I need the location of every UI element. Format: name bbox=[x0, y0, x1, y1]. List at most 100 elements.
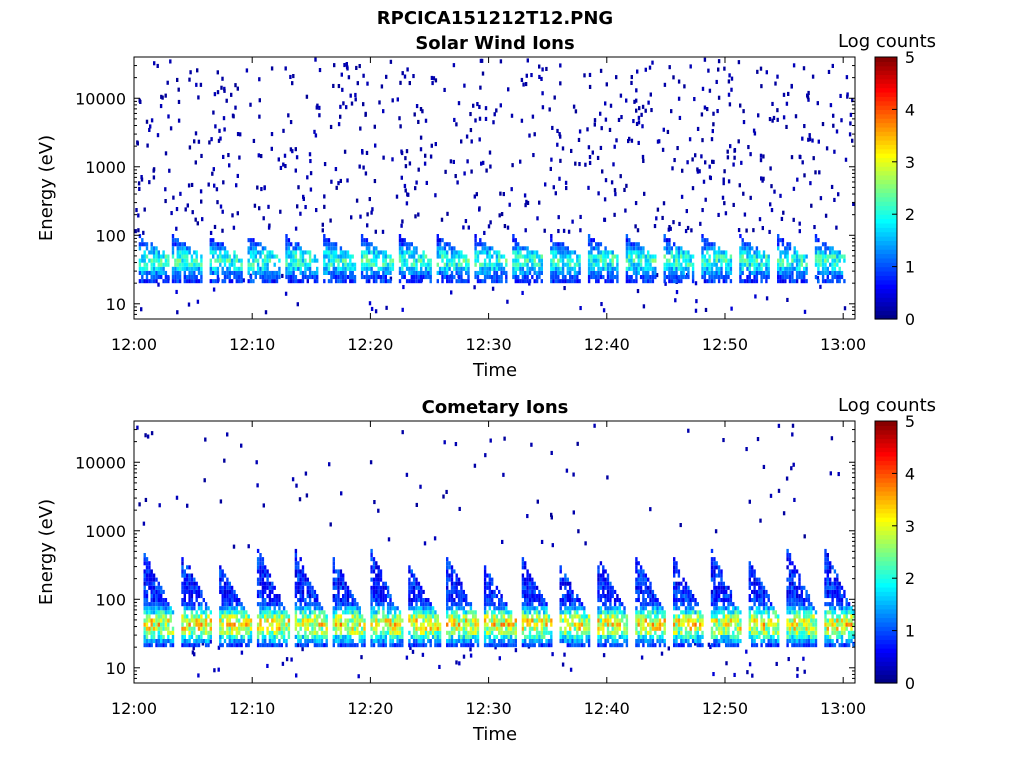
spectrogram-cell bbox=[349, 275, 352, 280]
spectrogram-cell bbox=[533, 643, 536, 648]
spectrogram-cell bbox=[682, 250, 685, 255]
spectrogram-cell bbox=[427, 262, 430, 267]
spectrogram-cell bbox=[554, 191, 557, 196]
spectrogram-cell bbox=[157, 643, 160, 648]
spectrogram-cell bbox=[332, 622, 335, 627]
spectrogram-cell bbox=[382, 109, 385, 114]
spectrogram-cell bbox=[188, 639, 191, 644]
spectrogram-cell bbox=[486, 573, 489, 578]
spectrogram-cell bbox=[550, 622, 553, 627]
spectrogram-cell bbox=[301, 606, 305, 611]
spectrogram-cell bbox=[511, 163, 514, 168]
spectrogram-cell bbox=[677, 246, 681, 251]
spectrogram-cell bbox=[585, 634, 588, 639]
spectrogram-cell bbox=[211, 171, 214, 176]
spectrogram-cell bbox=[412, 610, 416, 615]
spectrogram-cell bbox=[686, 225, 690, 230]
spectrogram-cell bbox=[193, 585, 196, 590]
spectrogram-cell bbox=[280, 622, 283, 627]
spectrogram-cell bbox=[360, 266, 364, 271]
spectrogram-cell bbox=[233, 589, 236, 594]
x-tick-label: 12:10 bbox=[229, 335, 275, 354]
spectrogram-cell bbox=[636, 289, 640, 294]
spectrogram-cell bbox=[495, 614, 499, 619]
spectrogram-cell bbox=[261, 250, 265, 255]
spectrogram-cell bbox=[677, 262, 681, 267]
spectrogram-cell bbox=[148, 258, 151, 263]
spectrogram-cell bbox=[584, 541, 587, 546]
spectrogram-cell bbox=[528, 573, 532, 578]
spectrogram-cell bbox=[316, 598, 319, 603]
spectrogram-cell bbox=[559, 585, 562, 590]
spectrogram-cell bbox=[704, 307, 708, 312]
spectrogram-cell bbox=[651, 275, 655, 280]
spectrogram-cell bbox=[564, 254, 567, 259]
spectrogram-cell bbox=[436, 634, 439, 639]
spectrogram-cell bbox=[219, 622, 222, 627]
spectrogram-cell bbox=[287, 266, 291, 271]
spectrogram-cell bbox=[448, 606, 451, 611]
spectrogram-cell bbox=[528, 610, 532, 615]
spectrogram-cell bbox=[668, 258, 671, 263]
spectrogram-cell bbox=[337, 122, 341, 127]
spectrogram-cell bbox=[339, 602, 343, 607]
spectrogram-cell bbox=[498, 279, 501, 284]
spectrogram-cell bbox=[271, 585, 274, 590]
spectrogram-cell bbox=[223, 606, 227, 611]
spectrogram-cell bbox=[290, 266, 293, 271]
spectrogram-cell bbox=[327, 262, 331, 267]
spectrogram-cell bbox=[670, 262, 673, 267]
spectrogram-cell bbox=[167, 618, 170, 623]
spectrogram-cell bbox=[446, 581, 449, 586]
spectrogram-cell bbox=[156, 133, 160, 138]
spectrogram-cell bbox=[233, 598, 236, 603]
spectrogram-cell bbox=[417, 614, 421, 619]
spectrogram-cell bbox=[417, 212, 420, 217]
spectrogram-cell bbox=[424, 270, 428, 275]
spectrogram-cell bbox=[510, 187, 513, 192]
spectrogram-cell bbox=[313, 129, 316, 134]
spectrogram-cell bbox=[424, 153, 427, 158]
spectrogram-cell bbox=[538, 598, 541, 603]
spectrogram-cell bbox=[424, 118, 428, 123]
spectrogram-cell bbox=[569, 254, 572, 259]
spectrogram-cell bbox=[299, 610, 302, 615]
spectrogram-cell bbox=[193, 630, 196, 635]
spectrogram-cell bbox=[308, 270, 312, 275]
spectrogram-cell bbox=[356, 81, 359, 86]
spectrogram-cell bbox=[831, 275, 834, 280]
spectrogram-cell bbox=[377, 577, 380, 582]
spectrogram-cell bbox=[267, 204, 270, 209]
spectrogram-cell bbox=[498, 656, 501, 661]
spectrogram-cell bbox=[536, 216, 539, 221]
spectrogram-cell bbox=[429, 602, 432, 607]
spectrogram-cell bbox=[316, 594, 319, 599]
spectrogram-cell bbox=[488, 598, 491, 603]
spectrogram-cell bbox=[209, 610, 212, 615]
spectrogram-cell bbox=[221, 258, 224, 263]
spectrogram-cell bbox=[424, 275, 428, 280]
spectrogram-cell bbox=[370, 569, 373, 574]
spectrogram-cell bbox=[305, 493, 309, 498]
spectrogram-cell bbox=[294, 581, 298, 586]
spectrogram-cell bbox=[616, 275, 619, 280]
spectrogram-cell bbox=[587, 275, 591, 280]
spectrogram-cell bbox=[264, 610, 267, 615]
spectrogram-cell bbox=[306, 643, 309, 648]
spectrogram-cell bbox=[507, 626, 510, 631]
spectrogram-cell bbox=[389, 643, 392, 648]
spectrogram-cell bbox=[266, 602, 269, 607]
spectrogram-cell bbox=[436, 614, 439, 619]
spectrogram-cell bbox=[517, 275, 520, 280]
spectrogram-cell bbox=[247, 643, 250, 648]
spectrogram-cell bbox=[417, 585, 421, 590]
spectrogram-cell bbox=[741, 238, 744, 243]
spectrogram-cell bbox=[401, 618, 404, 623]
spectrogram-cell bbox=[145, 279, 149, 284]
spectrogram-cell bbox=[533, 594, 536, 599]
spectrogram-cell bbox=[460, 250, 463, 255]
spectrogram-cell bbox=[786, 275, 789, 280]
spectrogram-cell bbox=[162, 639, 165, 644]
spectrogram-cell bbox=[138, 234, 142, 239]
spectrogram-cell bbox=[304, 581, 307, 586]
